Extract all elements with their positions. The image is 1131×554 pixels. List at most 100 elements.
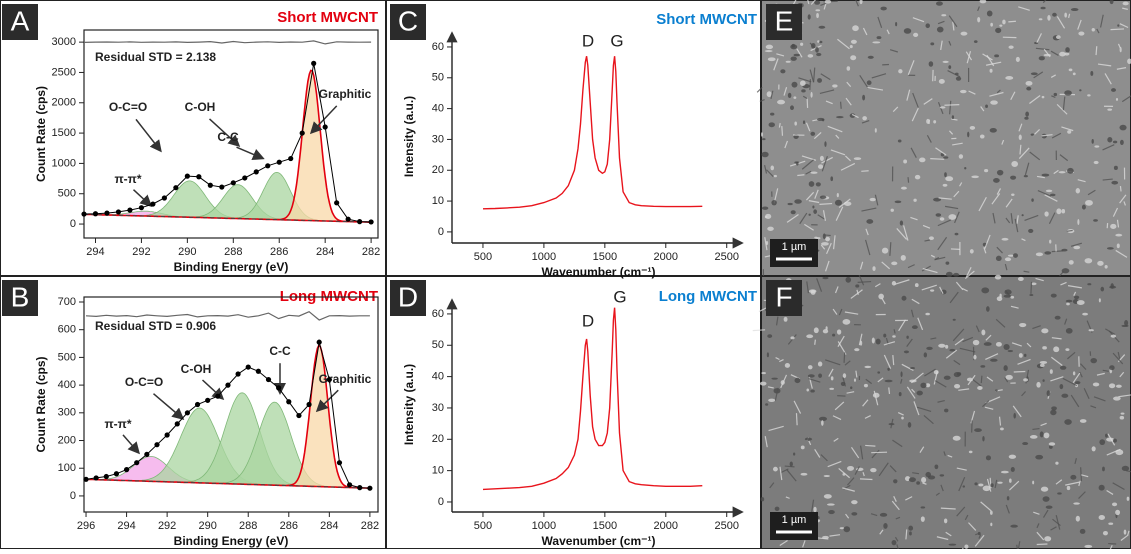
texture [1085, 258, 1093, 263]
data-point [185, 410, 190, 415]
texture [1022, 442, 1028, 445]
x-axis-label: Binding Energy (eV) [174, 534, 289, 548]
chart-title: Short MWCNT [277, 9, 378, 26]
texture [973, 340, 980, 345]
data-point [215, 394, 220, 399]
texture [967, 378, 973, 382]
texture [1113, 397, 1121, 401]
x-tick-label: 290 [199, 520, 217, 532]
texture [1117, 243, 1120, 248]
texture [1065, 348, 1069, 351]
texture [1084, 545, 1092, 548]
y-tick-label: 2500 [52, 66, 76, 78]
texture [1005, 375, 1012, 380]
texture [836, 116, 844, 118]
y-tick-label: 0 [438, 226, 444, 238]
texture [938, 344, 945, 348]
texture [854, 157, 861, 160]
texture [1075, 381, 1081, 384]
texture [820, 156, 824, 161]
texture [1028, 229, 1033, 233]
texture [944, 518, 947, 523]
texture [1121, 413, 1125, 415]
texture [1090, 358, 1097, 363]
texture [787, 203, 792, 205]
texture [835, 200, 842, 206]
data-point [296, 413, 301, 418]
y-axis-label: Intensity (a.u.) [402, 364, 416, 445]
scale-bar-label: 1 µm [782, 514, 807, 526]
texture [1107, 108, 1112, 110]
texture [925, 23, 929, 28]
texture [844, 202, 851, 206]
texture [920, 383, 926, 389]
texture [948, 544, 956, 546]
texture [761, 372, 766, 374]
texture [823, 329, 828, 333]
data-point [185, 174, 190, 179]
texture [1066, 300, 1072, 303]
texture [1069, 69, 1073, 72]
x-tick-label: 294 [86, 246, 104, 258]
texture [1067, 230, 1073, 231]
data-point [242, 175, 247, 180]
texture [790, 105, 794, 110]
data-point [256, 369, 261, 374]
annotation-arrow [237, 147, 263, 158]
texture [921, 477, 926, 483]
texture [770, 166, 774, 171]
texture [1011, 467, 1015, 472]
annotation-arrow [123, 435, 138, 452]
texture [1056, 208, 1061, 214]
x-tick-label: 2000 [654, 251, 678, 263]
texture [865, 445, 875, 446]
texture [791, 210, 796, 214]
texture [1009, 478, 1012, 482]
panel-letter: B [11, 281, 30, 312]
texture [995, 28, 1001, 33]
panel-letter: A [11, 5, 30, 36]
data-point [367, 486, 372, 491]
texture [1005, 289, 1012, 294]
texture [1056, 35, 1061, 39]
texture [984, 169, 988, 172]
texture [1116, 98, 1118, 101]
texture [919, 158, 925, 163]
residual-line [84, 41, 371, 44]
texture [940, 474, 945, 476]
texture [796, 162, 798, 166]
texture [793, 96, 796, 99]
texture [1005, 76, 1013, 80]
texture [816, 13, 819, 18]
texture [974, 428, 982, 432]
data-point [144, 452, 149, 457]
texture [977, 17, 980, 22]
texture [984, 342, 992, 346]
texture [898, 139, 902, 142]
texture [954, 384, 960, 389]
texture [862, 116, 867, 120]
texture [953, 319, 956, 321]
texture [1105, 265, 1108, 269]
texture [1031, 133, 1035, 135]
texture [1113, 439, 1117, 443]
texture [1123, 2, 1129, 6]
texture [821, 420, 824, 426]
data-point [317, 340, 322, 345]
texture [899, 392, 902, 396]
texture [796, 413, 797, 425]
texture [823, 233, 826, 239]
texture [997, 170, 1003, 176]
annotation-arrow [136, 119, 160, 150]
texture [1101, 287, 1105, 292]
data-point [276, 385, 281, 390]
texture [904, 350, 909, 353]
texture [793, 452, 795, 455]
texture [990, 128, 997, 133]
texture [817, 40, 819, 43]
texture [903, 159, 907, 163]
y-tick-label: 10 [432, 465, 444, 477]
texture [1099, 298, 1101, 302]
texture [1092, 446, 1096, 451]
